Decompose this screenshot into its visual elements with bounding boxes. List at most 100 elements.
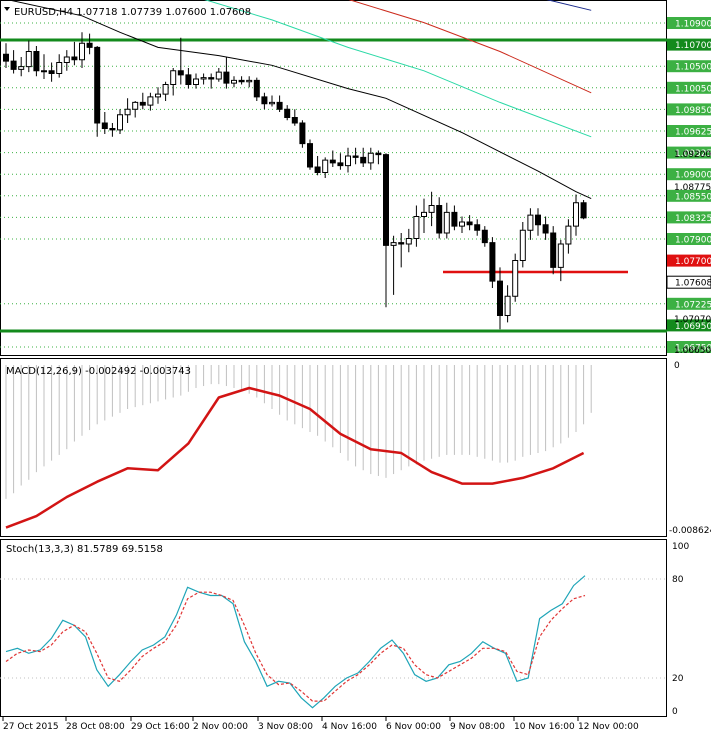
- candle-body: [527, 214, 534, 231]
- candle-body: [246, 79, 253, 83]
- chevron-down-icon[interactable]: [4, 7, 10, 11]
- candle-body: [147, 96, 154, 106]
- price-tag: [667, 125, 711, 137]
- moving-average-line: [6, 0, 592, 200]
- candle-body: [497, 280, 503, 316]
- price-tag: [667, 341, 711, 353]
- candle-body: [139, 101, 146, 106]
- candle-body: [489, 242, 496, 282]
- macd-axis-label: 0: [674, 361, 680, 371]
- candle-body: [557, 243, 564, 268]
- stoch-signal-line: [5, 591, 586, 702]
- price-tag: [667, 60, 711, 73]
- candle-body: [231, 79, 237, 84]
- stoch-axis-label: 20: [672, 674, 684, 684]
- candle-body: [390, 242, 397, 246]
- candle-body: [238, 79, 245, 83]
- candle-body: [428, 205, 435, 213]
- price-tag: [667, 254, 711, 267]
- candle-body: [352, 155, 359, 158]
- price-tag: [667, 17, 711, 29]
- price-tag-label: 1.09850: [675, 106, 711, 116]
- price-tag-label: 1.10050: [675, 84, 711, 94]
- candle-body: [443, 211, 450, 234]
- price-tag-label: 1.08550: [675, 192, 711, 202]
- candle-body: [25, 51, 32, 68]
- candle-body: [276, 101, 283, 110]
- candle-body: [307, 143, 313, 168]
- candle-body: [109, 128, 116, 131]
- candle-body: [375, 152, 382, 156]
- candle-body: [124, 108, 131, 116]
- price-tag: [667, 146, 711, 159]
- candle-body: [63, 56, 70, 63]
- price-tag-label: 1.10700: [675, 41, 711, 51]
- candle-body: [421, 211, 427, 217]
- moving-average-line: [204, 0, 592, 138]
- macd-panel: [0, 358, 667, 537]
- price-axis-label: 1.06650: [674, 346, 711, 356]
- price-panel: [0, 0, 667, 356]
- moving-average-line: [348, 0, 592, 94]
- candle-body: [56, 62, 63, 74]
- candle-body: [519, 229, 526, 261]
- stoch-title: Stoch(13,3,3) 81.5789 69.5158: [6, 544, 163, 555]
- stoch-main-line: [5, 575, 586, 709]
- candle-body: [322, 159, 329, 173]
- candle-body: [580, 202, 587, 219]
- candle-body: [101, 122, 108, 129]
- price-tag-label: 1.10900: [675, 20, 711, 30]
- x-axis-label: 27 Oct 2015: [3, 722, 59, 732]
- price-tag-label: 1.09625: [675, 128, 711, 138]
- price-tag: [667, 319, 711, 332]
- stoch-axis-label: 100: [672, 542, 689, 552]
- price-tag-label: 1.08325: [675, 214, 711, 224]
- candle-body: [223, 71, 230, 84]
- candle-body: [86, 42, 93, 48]
- candle-body: [542, 224, 549, 234]
- x-axis-label: 29 Oct 16:00: [131, 722, 190, 732]
- candle-body: [162, 84, 169, 95]
- stoch-axis-label: 0: [672, 707, 678, 717]
- moving-average-line: [546, 0, 592, 11]
- candle-body: [193, 78, 199, 85]
- candle-body: [360, 156, 367, 164]
- candle-body: [512, 260, 519, 297]
- candle-body: [185, 74, 192, 85]
- candle-body: [253, 79, 260, 98]
- candle-body: [208, 77, 215, 80]
- candle-body: [261, 96, 268, 105]
- price-tag-label: 1.09000: [675, 171, 711, 181]
- candle-body: [177, 70, 184, 76]
- price-tag: [667, 103, 711, 116]
- candle-body: [48, 70, 55, 74]
- candle-body: [367, 152, 374, 164]
- candle-body: [474, 224, 481, 231]
- candle-body: [117, 114, 123, 131]
- price-tag-label: 1.06750: [675, 344, 711, 354]
- candle-body: [337, 162, 344, 167]
- x-axis-label: 9 Nov 08:00: [450, 722, 505, 732]
- candle-body: [451, 211, 458, 227]
- price-tag: [667, 38, 711, 51]
- x-axis-label: 2 Nov 00:00: [193, 722, 248, 732]
- price-tag: [667, 297, 711, 310]
- stoch-axis-label: 80: [672, 575, 684, 585]
- candle-body: [405, 238, 412, 245]
- candle-body: [291, 117, 298, 124]
- x-axis-label: 6 Nov 00:00: [386, 722, 441, 732]
- macd-title: MACD(12,26,9) -0.002492 -0.003743: [6, 366, 191, 377]
- candle-body: [459, 221, 465, 227]
- macd-axis-label: -0.008624: [669, 526, 711, 536]
- price-axis-label: 1.09200: [674, 150, 711, 160]
- candle-body: [345, 155, 351, 167]
- candle-body: [284, 108, 291, 118]
- candle-body: [550, 232, 557, 268]
- candle-body: [565, 225, 572, 245]
- price-tag: [666, 275, 711, 289]
- x-axis-label: 4 Nov 16:00: [322, 722, 377, 732]
- candle-body: [3, 53, 9, 62]
- candle-body: [41, 70, 47, 73]
